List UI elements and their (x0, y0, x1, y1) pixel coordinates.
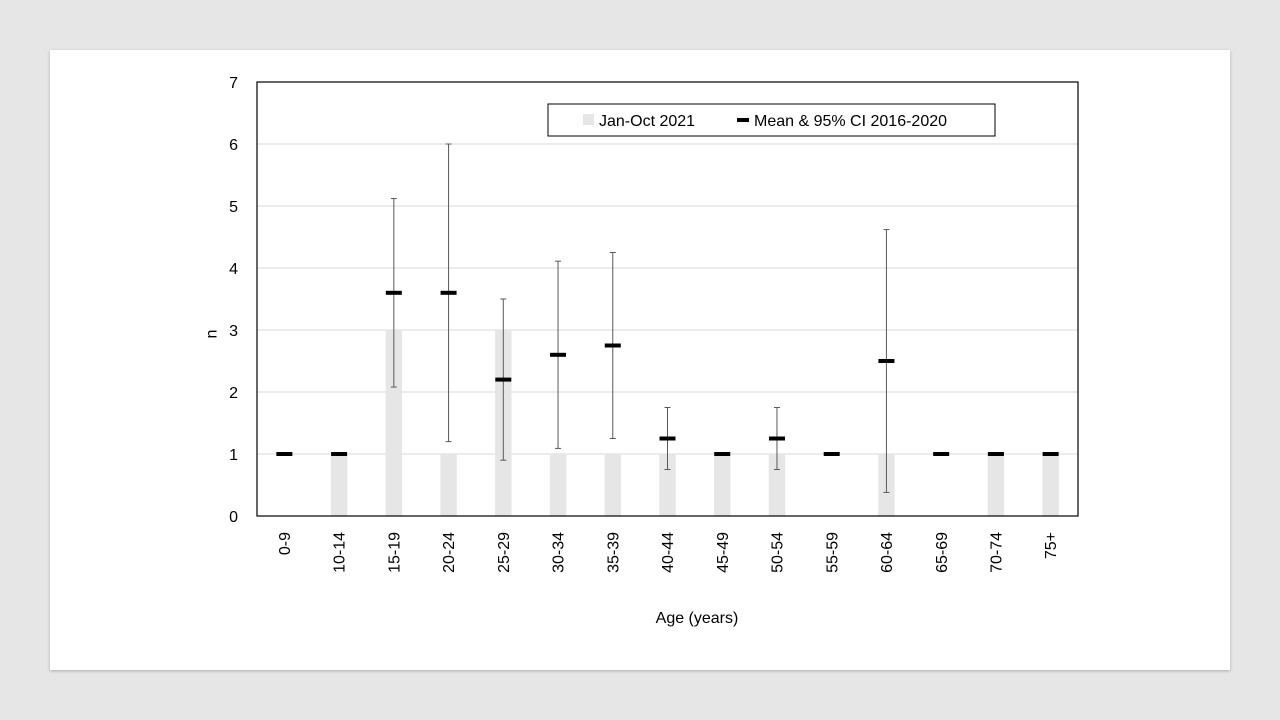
y-tick-label: 4 (229, 261, 238, 278)
mean-marker (550, 352, 567, 357)
x-tick-label: 20-24 (441, 532, 458, 573)
mean-marker (331, 452, 348, 456)
bar (549, 454, 567, 516)
x-tick-label: 25-29 (496, 532, 513, 573)
x-tick-label: 40-44 (660, 532, 677, 573)
x-tick-label: 60-64 (879, 532, 896, 573)
x-tick-label: 55-59 (824, 532, 841, 573)
y-tick-label: 0 (229, 509, 238, 526)
bar (1042, 454, 1059, 516)
bar (659, 454, 676, 516)
bar (440, 454, 457, 516)
y-tick-label: 3 (229, 323, 238, 340)
y-tick-label: 2 (229, 385, 238, 402)
mean-marker (768, 436, 785, 441)
x-tick-label: 50-54 (770, 532, 787, 573)
slide-background (50, 50, 1230, 670)
bar (714, 454, 731, 516)
x-tick-label: 10-14 (332, 532, 349, 573)
x-axis-label: Age (years) (656, 610, 739, 627)
mean-marker (987, 452, 1004, 456)
bar (385, 330, 403, 516)
legend: Jan-Oct 2021 Mean & 95% CI 2016-2020 (547, 103, 996, 137)
x-tick-label: 15-19 (386, 532, 403, 573)
y-tick-label: 5 (229, 199, 238, 216)
mean-marker (878, 359, 895, 363)
legend-label-jan-oct-2021: Jan-Oct 2021 (599, 113, 695, 130)
legend-swatch-bar (583, 114, 594, 125)
bars-jan-oct-2021 (330, 330, 1059, 516)
legend-label-mean-ci: Mean & 95% CI 2016-2020 (754, 113, 947, 130)
x-tick-label: 70-74 (989, 532, 1006, 573)
x-tick-label: 0-9 (277, 532, 294, 555)
x-axis-ticks: 0-9 10-14 15-19 20-24 25-29 30-34 35-39 40-44 45… (277, 532, 1060, 573)
x-tick-label: 45-49 (715, 532, 732, 573)
mean-marker (933, 452, 950, 456)
x-tick-label: 30-34 (551, 532, 568, 573)
mean-marker (495, 377, 512, 382)
mean-marker (1042, 452, 1059, 456)
mean-marker (385, 290, 402, 295)
mean-marker (823, 452, 840, 456)
bar (987, 454, 1005, 516)
mean-marker (604, 343, 621, 348)
x-tick-label: 35-39 (605, 532, 622, 573)
y-tick-label: 6 (229, 137, 238, 154)
mean-marker (440, 290, 457, 295)
mean-marker (659, 436, 676, 441)
bar (768, 454, 786, 516)
legend-box (547, 103, 996, 137)
x-tick-label: 65-69 (934, 532, 951, 573)
mean-marker (276, 452, 293, 456)
plot-area-frame (256, 81, 1079, 517)
y-axis-label: n (204, 330, 221, 339)
y-axis-ticks: 0 1 2 3 4 5 6 7 (229, 75, 238, 526)
y-tick-label: 7 (229, 75, 238, 92)
legend-swatch-mean-ci (737, 118, 749, 122)
mean-ci-markers (276, 143, 1059, 493)
x-tick-label: 75+ (1043, 532, 1060, 559)
bar (330, 454, 348, 516)
y-tick-label: 1 (229, 447, 238, 464)
bar (604, 454, 621, 516)
mean-marker (714, 452, 731, 456)
